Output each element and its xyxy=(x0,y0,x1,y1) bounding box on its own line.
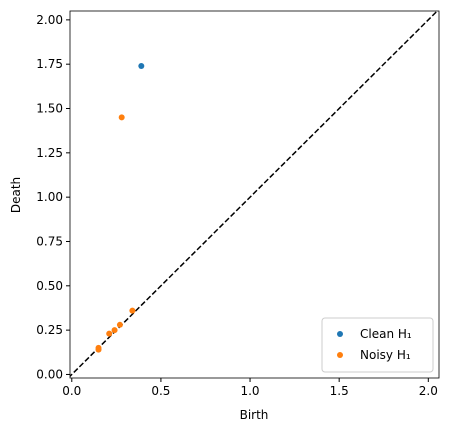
legend-marker xyxy=(337,352,343,358)
y-tick-label: 2.00 xyxy=(36,13,63,27)
y-tick-label: 0.00 xyxy=(36,367,63,381)
point xyxy=(106,330,113,337)
x-tick-label: 0.0 xyxy=(62,384,81,398)
point xyxy=(116,321,123,328)
y-tick-label: 0.75 xyxy=(36,234,63,248)
y-tick-label: 1.25 xyxy=(36,146,63,160)
y-tick-label: 1.50 xyxy=(36,102,63,116)
y-tick-label: 1.75 xyxy=(36,57,63,71)
y-tick-label: 1.00 xyxy=(36,190,63,204)
y-tick-label: 0.50 xyxy=(36,279,63,293)
x-tick-label: 1.0 xyxy=(240,384,259,398)
point xyxy=(138,62,145,69)
diagonal xyxy=(70,11,439,378)
legend-marker xyxy=(337,331,343,337)
point xyxy=(129,307,136,314)
y-axis-label: Death xyxy=(9,177,23,213)
point xyxy=(118,114,125,121)
legend-label: Noisy H₁ xyxy=(360,348,411,362)
y-tick-label: 0.25 xyxy=(36,323,63,337)
legend-box xyxy=(321,317,434,373)
x-tick-label: 1.5 xyxy=(330,384,349,398)
x-axis-label: Birth xyxy=(240,408,269,422)
point xyxy=(95,346,102,353)
legend-label: Clean H₁ xyxy=(360,327,412,341)
plot-frame xyxy=(69,10,440,379)
x-tick-label: 2.0 xyxy=(419,384,438,398)
point xyxy=(111,327,118,334)
x-tick-label: 0.5 xyxy=(151,384,170,398)
